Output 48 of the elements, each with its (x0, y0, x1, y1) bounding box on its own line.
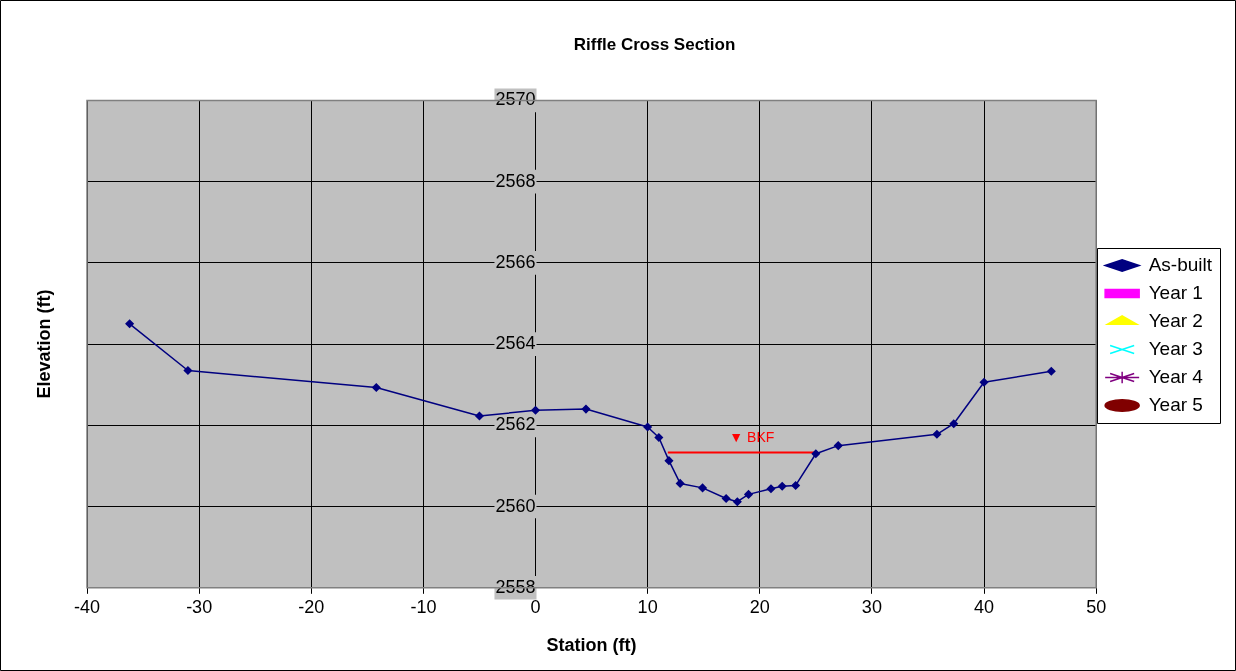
point (791, 481, 800, 490)
point (932, 430, 942, 439)
point (183, 366, 193, 375)
legend-label: As-built (1148, 253, 1213, 275)
point (372, 383, 381, 392)
point (581, 404, 591, 414)
x-tick-label: -10 (410, 596, 437, 617)
point (979, 378, 989, 387)
x-tick-label: 0 (530, 596, 541, 617)
y-tick-label: 2568 (495, 170, 536, 191)
point (766, 484, 776, 493)
point (949, 419, 958, 428)
legend-label: Year 4 (1148, 365, 1204, 387)
x-tick-label: 10 (637, 596, 658, 617)
y-tick-label: 2562 (495, 414, 536, 435)
point (777, 482, 787, 491)
x-tick-label: 50 (1086, 596, 1107, 617)
x-tick-label: 20 (749, 596, 770, 617)
legend-label: Year 1 (1148, 281, 1203, 303)
x-tick-label: 40 (974, 596, 995, 617)
x-tick-label: -40 (73, 596, 101, 617)
point (698, 483, 707, 493)
x-axis-title: Station (ft) (546, 635, 637, 656)
point (475, 411, 484, 421)
point (733, 497, 742, 506)
legend-label: Year 3 (1148, 337, 1203, 359)
x-tick-label: 30 (861, 596, 882, 617)
point (811, 449, 821, 459)
y-axis-title: Elevation (ft) (33, 289, 54, 399)
point (125, 319, 134, 329)
y-tick-label: 2560 (495, 495, 536, 516)
legend-label: Year 2 (1148, 309, 1203, 331)
x-tick-label: -30 (186, 596, 213, 617)
point (1047, 367, 1056, 376)
point (664, 456, 674, 465)
y-tick-label: 2566 (495, 251, 536, 272)
point (643, 422, 652, 432)
point (721, 494, 731, 503)
y-tick-label: 2558 (495, 576, 536, 597)
point (531, 406, 540, 415)
chart-title: Riffle Cross Section (573, 34, 736, 54)
x-tick-label: -20 (298, 596, 325, 617)
point (834, 441, 843, 450)
point (744, 490, 753, 499)
point (675, 479, 685, 488)
point (654, 433, 664, 442)
legend-label: Year 5 (1148, 393, 1203, 415)
y-tick-label: 2564 (495, 333, 536, 354)
